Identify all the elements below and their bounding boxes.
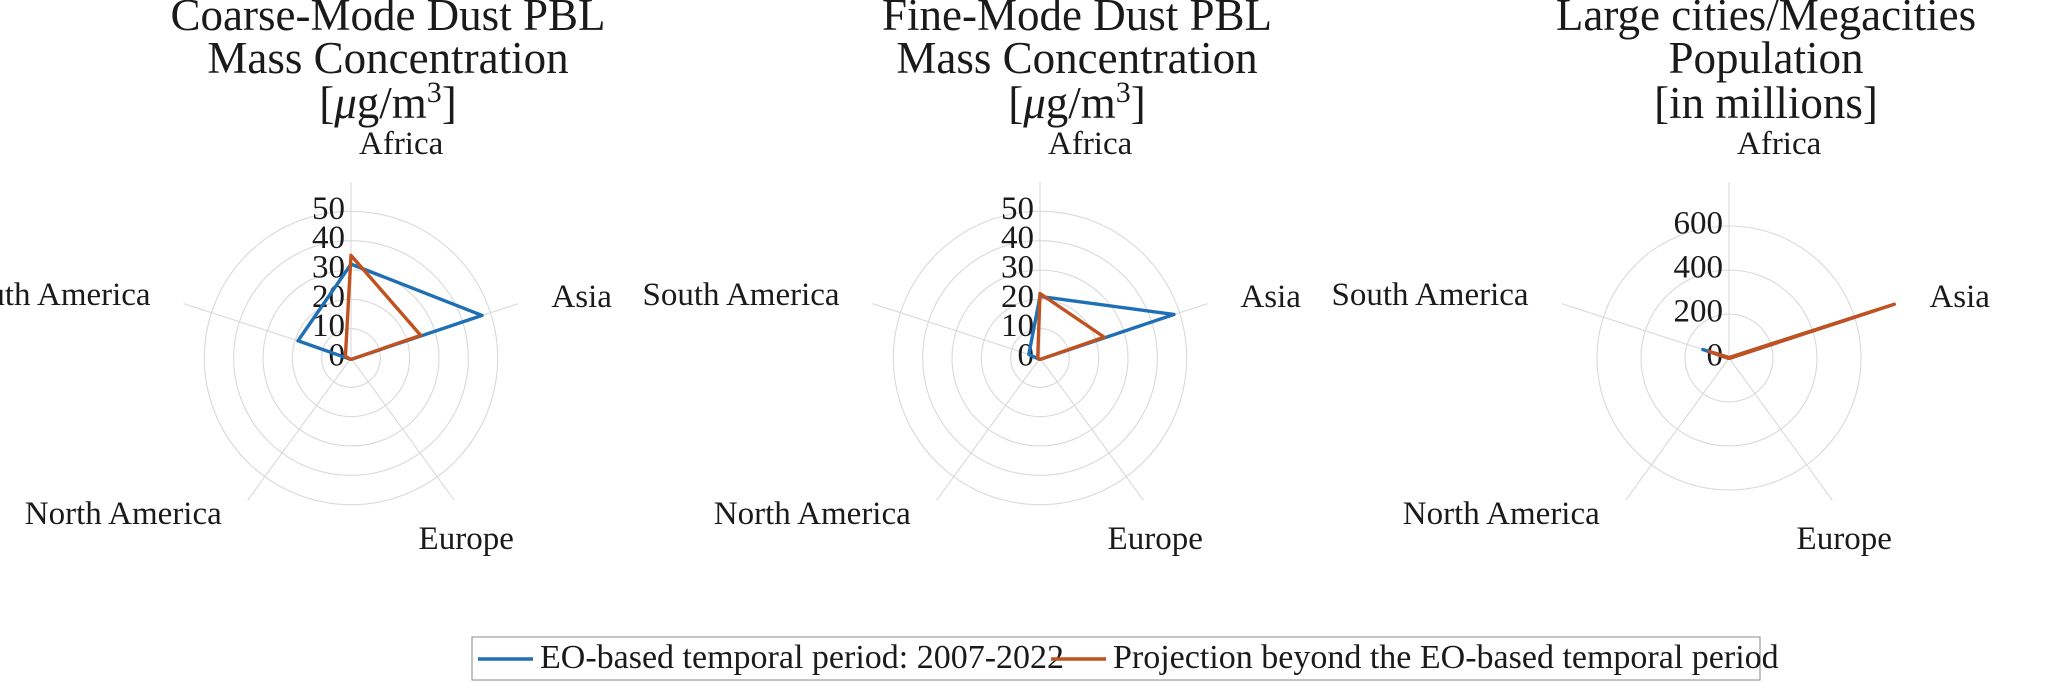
svg-text:EO-based temporal period: 2007: EO-based temporal period: 2007-2022 (540, 639, 1064, 676)
svg-text:200: 200 (1674, 294, 1724, 330)
svg-text:Europe: Europe (1108, 521, 1203, 557)
svg-text:Asia: Asia (1240, 279, 1301, 315)
svg-text:Europe: Europe (419, 521, 514, 557)
svg-text:South America: South America (1332, 277, 1529, 313)
svg-text:Africa: Africa (1048, 126, 1133, 162)
svg-text:North America: North America (1403, 496, 1600, 532)
svg-text:50: 50 (312, 191, 345, 227)
svg-text:[in millions]: [in millions] (1654, 78, 1878, 128)
svg-text:South America: South America (0, 277, 151, 313)
svg-text:North America: North America (25, 496, 222, 532)
svg-text:Asia: Asia (1929, 279, 1990, 315)
svg-text:50: 50 (1001, 191, 1034, 227)
svg-text:Projection beyond the EO-based: Projection beyond the EO-based temporal … (1113, 639, 1779, 676)
svg-text:600: 600 (1674, 206, 1724, 242)
svg-text:Asia: Asia (551, 279, 612, 315)
svg-text:Mass Concentration: Mass Concentration (207, 33, 568, 83)
svg-text:Mass Concentration: Mass Concentration (896, 33, 1257, 83)
svg-text:400: 400 (1674, 250, 1724, 286)
svg-text:Population: Population (1668, 33, 1863, 83)
svg-text:Africa: Africa (1737, 126, 1822, 162)
svg-text:South America: South America (643, 277, 840, 313)
svg-text:North America: North America (714, 496, 911, 532)
svg-text:Europe: Europe (1797, 521, 1892, 557)
svg-text:Africa: Africa (359, 126, 444, 162)
